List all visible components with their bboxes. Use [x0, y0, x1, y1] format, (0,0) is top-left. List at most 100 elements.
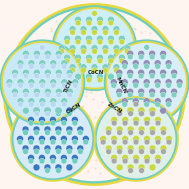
Circle shape: [61, 83, 67, 88]
Point: [118, 131, 121, 134]
Point: [68, 15, 71, 18]
Point: [51, 63, 54, 66]
Point: [153, 98, 156, 101]
Circle shape: [50, 120, 56, 126]
Point: [95, 65, 98, 68]
Circle shape: [44, 88, 51, 95]
Circle shape: [127, 92, 133, 98]
Circle shape: [116, 126, 123, 133]
Circle shape: [77, 126, 84, 133]
Point: [86, 15, 89, 18]
Point: [69, 107, 72, 110]
Circle shape: [64, 58, 70, 64]
Circle shape: [113, 64, 120, 70]
Point: [118, 21, 121, 24]
Point: [160, 63, 163, 66]
Point: [148, 70, 151, 73]
Circle shape: [171, 69, 177, 76]
Point: [103, 123, 106, 126]
Circle shape: [39, 139, 45, 145]
Circle shape: [86, 58, 92, 64]
Point: [35, 97, 38, 100]
Point: [89, 10, 92, 13]
Circle shape: [61, 120, 67, 126]
Circle shape: [127, 54, 133, 60]
Circle shape: [28, 136, 34, 142]
Circle shape: [144, 45, 149, 50]
Circle shape: [61, 60, 68, 67]
Point: [153, 107, 156, 110]
Point: [115, 137, 118, 140]
Circle shape: [23, 73, 29, 79]
Point: [46, 137, 50, 140]
Circle shape: [116, 92, 122, 98]
Circle shape: [29, 64, 34, 69]
Point: [99, 42, 102, 45]
Point: [48, 53, 51, 56]
Point: [38, 69, 41, 72]
Circle shape: [60, 117, 67, 123]
Circle shape: [67, 92, 73, 98]
Point: [171, 109, 174, 112]
Point: [109, 84, 112, 87]
Circle shape: [56, 168, 61, 173]
Point: [66, 37, 69, 40]
Circle shape: [149, 69, 156, 76]
Point: [135, 100, 138, 103]
Point: [116, 167, 119, 170]
Circle shape: [138, 111, 144, 117]
Circle shape: [149, 107, 156, 114]
Point: [107, 140, 110, 143]
Circle shape: [56, 92, 62, 98]
Point: [105, 132, 108, 135]
Circle shape: [55, 126, 62, 133]
Point: [97, 50, 100, 53]
Circle shape: [166, 136, 172, 142]
Point: [173, 95, 176, 98]
Circle shape: [81, 67, 86, 73]
Point: [113, 19, 116, 22]
Circle shape: [155, 154, 161, 161]
Point: [23, 128, 26, 131]
Circle shape: [64, 54, 70, 61]
Circle shape: [18, 101, 23, 107]
Point: [11, 89, 14, 92]
Point: [47, 101, 50, 105]
Circle shape: [39, 120, 45, 126]
Circle shape: [108, 16, 114, 23]
Point: [127, 165, 130, 168]
Circle shape: [128, 111, 133, 116]
Point: [100, 38, 103, 41]
Point: [63, 84, 66, 87]
Point: [38, 89, 41, 92]
Point: [84, 90, 87, 93]
Circle shape: [138, 107, 145, 114]
Point: [77, 151, 80, 154]
Point: [55, 146, 58, 149]
Circle shape: [166, 139, 172, 145]
Point: [166, 124, 169, 127]
Point: [112, 29, 115, 32]
Point: [75, 44, 78, 47]
Point: [114, 133, 117, 136]
Point: [102, 51, 105, 54]
Point: [127, 22, 130, 25]
Point: [141, 131, 144, 134]
Circle shape: [66, 88, 73, 95]
Circle shape: [121, 60, 128, 67]
Point: [142, 83, 145, 86]
Circle shape: [144, 83, 149, 88]
Circle shape: [111, 136, 118, 142]
Point: [166, 113, 169, 116]
Circle shape: [66, 164, 73, 171]
Point: [133, 89, 136, 92]
Point: [71, 97, 74, 100]
Circle shape: [108, 35, 114, 42]
Circle shape: [72, 139, 78, 145]
Point: [47, 85, 50, 88]
Circle shape: [171, 88, 177, 95]
Point: [76, 104, 79, 107]
Point: [151, 151, 154, 154]
Circle shape: [171, 73, 177, 79]
Circle shape: [86, 73, 92, 80]
